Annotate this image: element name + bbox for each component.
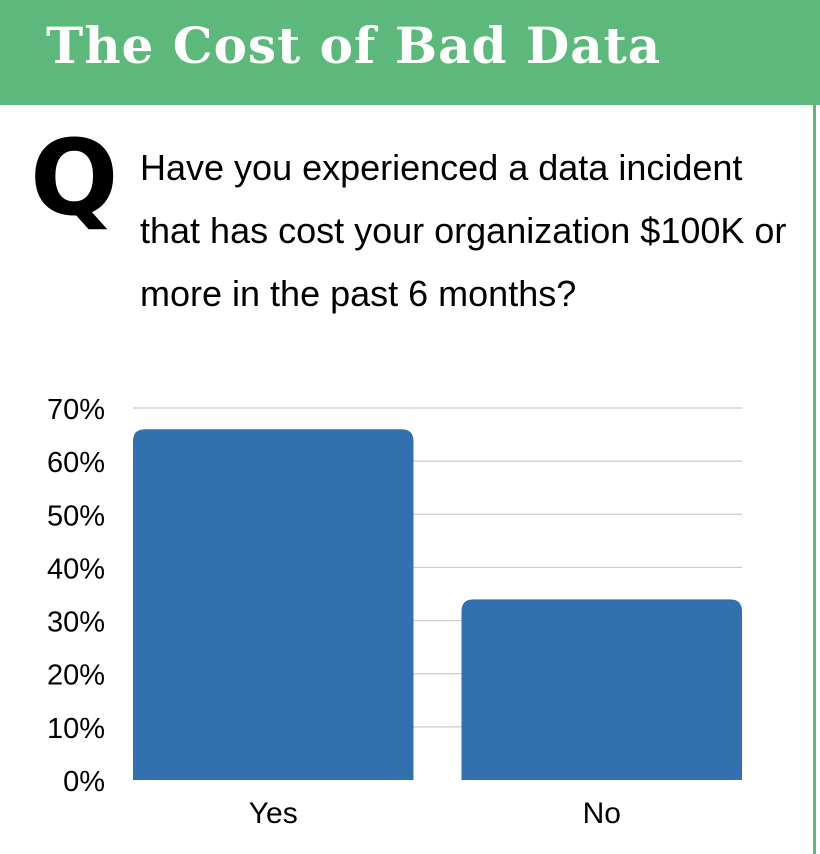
question-marker: Q [30, 117, 119, 239]
bar-chart: 0% 10% 20% 30% 40% 50% 60% 70% Yes No [47, 394, 742, 830]
bar-no [461, 599, 742, 780]
x-tick-label: Yes [249, 797, 298, 830]
y-tick-label: 0% [63, 766, 105, 798]
x-tick-label: No [583, 797, 621, 830]
y-tick-label: 30% [47, 607, 105, 639]
bar-yes [133, 429, 414, 780]
x-axis-ticks: Yes No [249, 797, 621, 830]
y-axis-ticks: 0% 10% 20% 30% 40% 50% 60% 70% [47, 394, 105, 798]
y-tick-label: 20% [47, 660, 105, 692]
y-tick-label: 10% [47, 713, 105, 745]
y-tick-label: 40% [47, 553, 105, 585]
header-banner: The Cost of Bad Data [0, 0, 820, 105]
y-tick-label: 60% [47, 447, 105, 479]
bars [133, 429, 742, 780]
page-title: The Cost of Bad Data [46, 16, 662, 75]
question-text: Have you experienced a data incident tha… [140, 147, 787, 314]
y-tick-label: 50% [47, 500, 105, 532]
y-tick-label: 70% [47, 394, 105, 426]
